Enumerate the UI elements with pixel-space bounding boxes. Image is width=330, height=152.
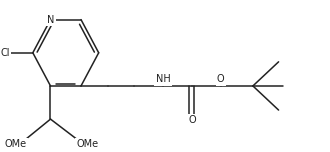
Text: O: O	[188, 115, 196, 125]
Text: N: N	[47, 15, 54, 25]
Text: O: O	[217, 74, 225, 84]
Text: OMe: OMe	[4, 140, 26, 149]
Text: OMe: OMe	[76, 140, 98, 149]
Text: Cl: Cl	[0, 48, 10, 58]
Text: NH: NH	[155, 74, 170, 84]
